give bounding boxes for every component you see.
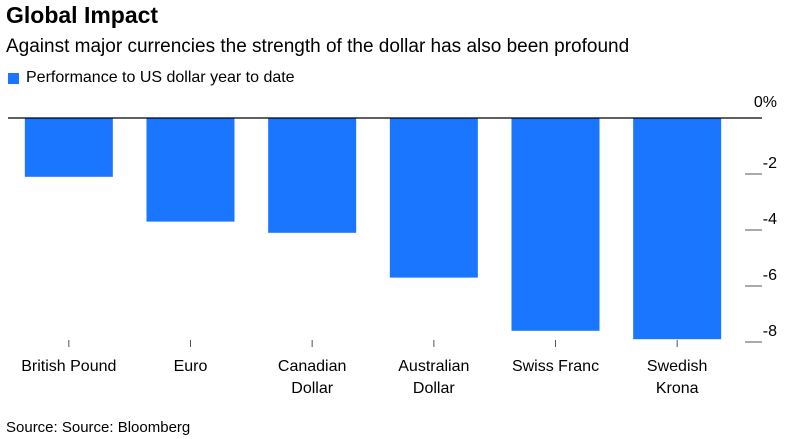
- x-tick-label-2: Canadian Dollar: [278, 358, 347, 397]
- y-tick-label-4: -8: [763, 323, 777, 340]
- bar-5: [633, 118, 722, 340]
- legend-label: Performance to US dollar year to date: [26, 69, 295, 86]
- x-tick-label-1: Euro: [174, 358, 208, 375]
- source-note: Source: Source: Bloomberg: [6, 419, 191, 436]
- legend: Performance to US dollar year to date: [8, 69, 295, 87]
- legend-swatch: [8, 72, 19, 84]
- bar-0: [24, 118, 113, 177]
- bar-3: [389, 118, 478, 278]
- x-tick-label-5: Swedish Krona: [647, 358, 707, 397]
- y-tick-label-0: 0%: [754, 94, 777, 111]
- y-tick-label-1: -2: [763, 155, 777, 172]
- bar-4: [511, 118, 600, 331]
- y-tick-label-3: -6: [763, 267, 777, 284]
- chart-title: Global Impact: [6, 2, 159, 28]
- bar-1: [146, 118, 235, 222]
- x-tick-label-0: British Pound: [21, 358, 116, 375]
- bar-2: [268, 118, 357, 233]
- chart-subtitle: Against major currencies the strength of…: [6, 36, 630, 57]
- x-tick-label-4: Swiss Franc: [512, 358, 599, 375]
- x-tick-label-3: Australian Dollar: [398, 358, 469, 397]
- y-tick-label-2: -4: [763, 211, 777, 228]
